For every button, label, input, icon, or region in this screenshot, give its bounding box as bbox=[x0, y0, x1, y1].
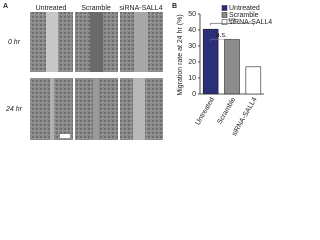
y-tick-label: 20 bbox=[188, 59, 196, 66]
legend-label: Untreated bbox=[229, 5, 260, 12]
figure: A Untreated Scramble siRNA-SALL4 0 hr 24… bbox=[3, 3, 272, 140]
legend-swatch bbox=[221, 12, 228, 18]
x-tick-label: Untreated bbox=[195, 96, 216, 126]
legend-label: Scramble bbox=[229, 12, 259, 19]
y-tick-label: 40 bbox=[188, 27, 196, 34]
panel-label: A bbox=[3, 3, 8, 10]
legend-label: siRNA-SALL4 bbox=[229, 19, 272, 26]
bar bbox=[224, 39, 240, 95]
bracket bbox=[210, 38, 233, 42]
column-label: Untreated bbox=[36, 5, 67, 12]
legend-swatch bbox=[221, 5, 228, 11]
x-tick-label: Scramble bbox=[216, 96, 237, 125]
row-label: 24 hr bbox=[5, 106, 23, 113]
annotation: *** bbox=[228, 18, 236, 25]
y-axis-title: Migration rate at 24 hr (%) bbox=[177, 14, 184, 95]
y-tick-label: 50 bbox=[188, 11, 196, 18]
y-tick-label: 30 bbox=[188, 43, 196, 50]
y-tick-label: 0 bbox=[192, 91, 196, 98]
annotation: n.s. bbox=[216, 32, 227, 39]
column-label: siRNA-SALL4 bbox=[119, 5, 162, 12]
legend-swatch bbox=[221, 19, 228, 25]
bar bbox=[202, 28, 219, 95]
y-tick-label: 10 bbox=[188, 75, 196, 82]
bracket bbox=[210, 22, 254, 26]
micrographs bbox=[30, 12, 163, 140]
bar bbox=[245, 66, 262, 95]
panel-label: B bbox=[172, 3, 177, 10]
column-label: Scramble bbox=[81, 5, 111, 12]
row-label: 0 hr bbox=[8, 39, 21, 46]
